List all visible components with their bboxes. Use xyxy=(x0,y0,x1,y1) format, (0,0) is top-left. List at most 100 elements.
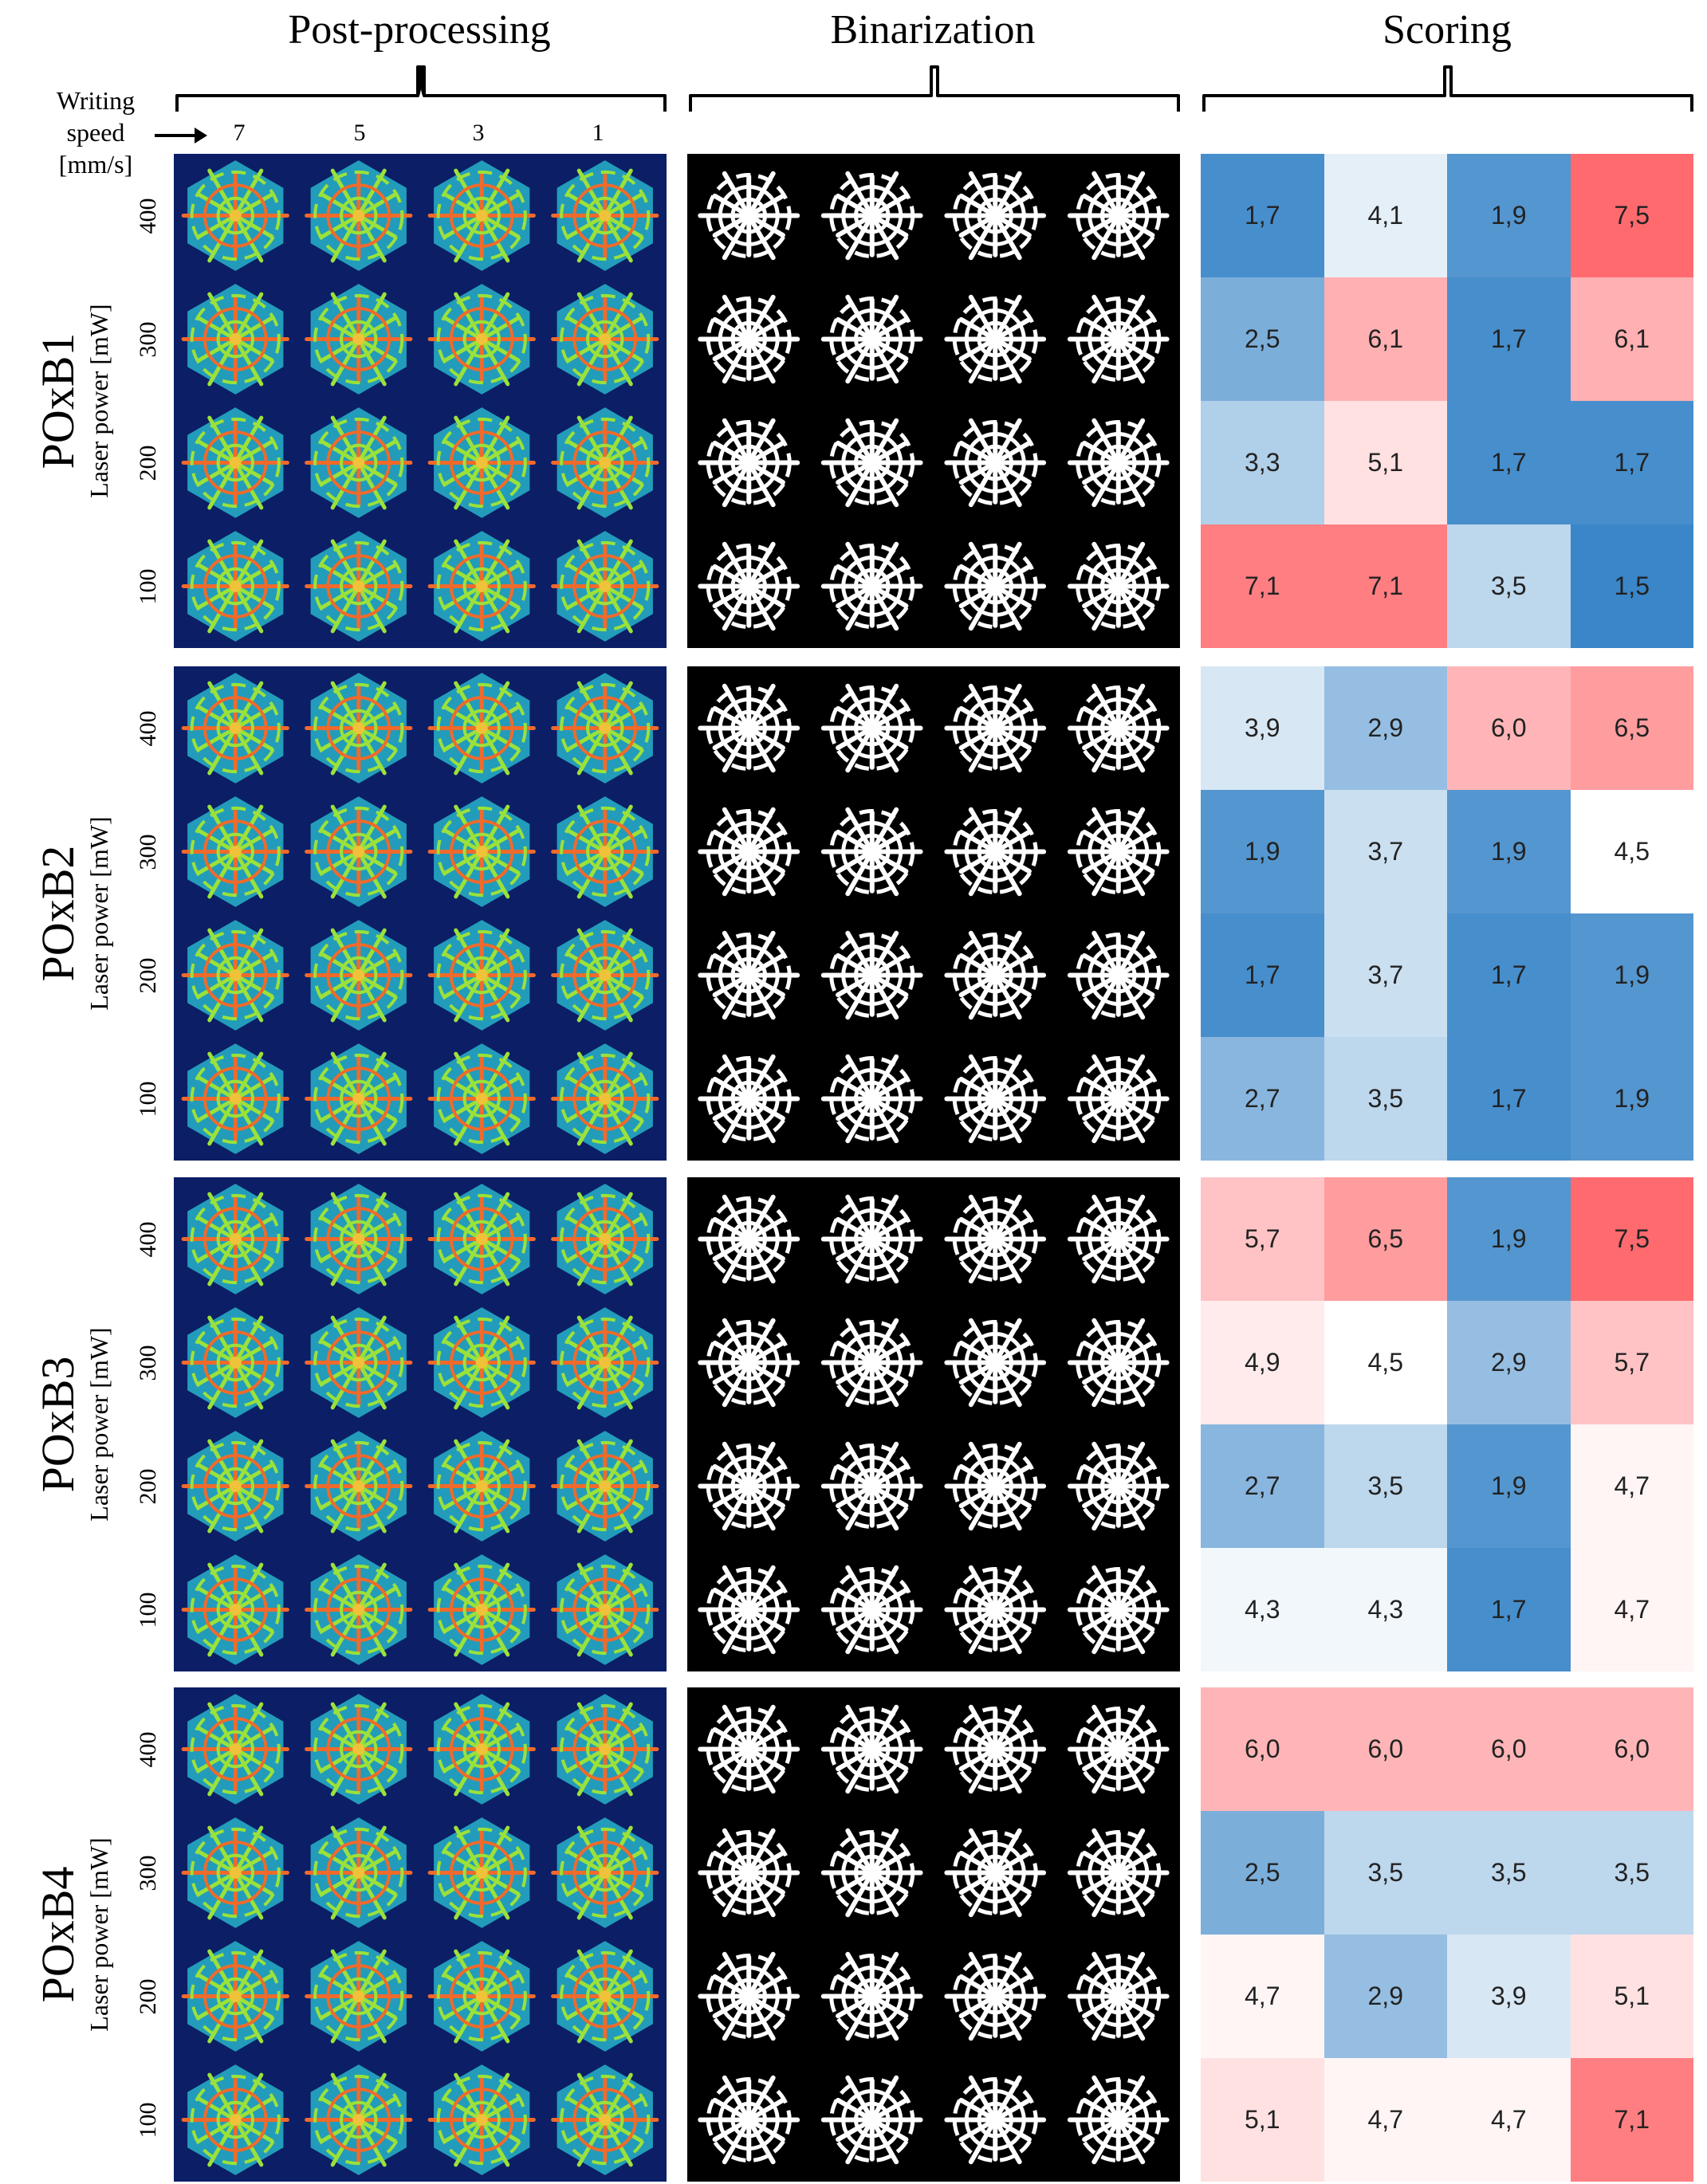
post-processing-panel-4 xyxy=(174,1687,667,2182)
score-cell: 6,0 xyxy=(1201,1687,1324,1811)
binarized-wheel xyxy=(1067,1565,1170,1655)
binarized-wheel xyxy=(698,683,800,773)
binarized-wheel xyxy=(1067,541,1170,631)
score-cell: 4,1 xyxy=(1324,154,1447,277)
post-wheel xyxy=(551,1694,659,1805)
score-cell: 2,5 xyxy=(1201,1811,1324,1935)
post-wheel xyxy=(551,1554,659,1665)
binarized-wheel xyxy=(698,1951,800,2041)
post-wheel xyxy=(551,796,659,907)
binarized-wheel xyxy=(698,1318,800,1408)
binarized-wheel xyxy=(820,1704,923,1794)
post-wheel xyxy=(305,160,413,271)
score-cell: 1,7 xyxy=(1447,1548,1571,1671)
score-cell: 1,9 xyxy=(1447,154,1571,277)
binarized-wheel xyxy=(1067,1054,1170,1144)
post-wheel xyxy=(305,1694,413,1805)
score-cell: 1,7 xyxy=(1570,401,1693,524)
binarized-wheel xyxy=(944,930,1047,1020)
post-processing-image-1 xyxy=(181,160,659,642)
header-binarization: Binarization xyxy=(830,7,1036,53)
speed-7: 7 xyxy=(233,120,246,146)
writing-speed-arrow xyxy=(155,128,207,143)
score-cell: 2,9 xyxy=(1324,1935,1447,2058)
header-scoring: Scoring xyxy=(1383,7,1512,53)
binarized-wheel xyxy=(944,807,1047,897)
score-cell: 3,7 xyxy=(1324,790,1447,913)
scoring-panel-2: 3,9 2,9 6,0 6,5 1,9 3,7 1,9 4,5 1,7 3,7 1,7 1,9 2,7 3… xyxy=(1201,666,1693,1161)
post-processing-image-2 xyxy=(181,673,659,1154)
post-wheel xyxy=(305,2064,413,2175)
power-tick-200: 200 xyxy=(135,445,161,481)
header-post-processing: Post-processing xyxy=(288,7,551,53)
score-cell: 4,3 xyxy=(1324,1548,1447,1671)
score-cell: 6,5 xyxy=(1570,666,1693,790)
score-cell: 4,7 xyxy=(1324,2058,1447,2182)
score-cell: 4,5 xyxy=(1324,1301,1447,1424)
score-cell: 6,1 xyxy=(1570,277,1693,401)
binarized-wheel xyxy=(1067,2075,1170,2165)
score-cell: 4,3 xyxy=(1201,1548,1324,1671)
score-cell: 1,9 xyxy=(1570,913,1693,1037)
score-cell: 3,5 xyxy=(1324,1811,1447,1935)
score-cell: 7,1 xyxy=(1570,2058,1693,2182)
score-cell: 1,9 xyxy=(1447,790,1571,913)
brace-post-processing xyxy=(175,65,667,112)
score-cell: 1,9 xyxy=(1570,1037,1693,1161)
score-cell: 2,7 xyxy=(1201,1037,1324,1161)
post-wheel xyxy=(551,160,659,271)
writing-speed-line1: Writing xyxy=(56,86,136,115)
post-wheel xyxy=(305,673,413,784)
binarized-wheel xyxy=(1067,930,1170,1020)
score-cell: 1,7 xyxy=(1447,1037,1571,1161)
score-cell: 1,5 xyxy=(1570,524,1693,648)
binarized-wheel xyxy=(698,1828,800,1918)
post-wheel xyxy=(181,1694,289,1805)
power-tick-200: 200 xyxy=(135,1978,161,2014)
binarized-wheel xyxy=(944,1565,1047,1655)
group-name-1: POxB1 xyxy=(32,332,84,469)
score-cell: 5,1 xyxy=(1324,401,1447,524)
post-wheel xyxy=(427,1817,536,1928)
binarization-panel-1 xyxy=(687,154,1180,648)
power-tick-300: 300 xyxy=(135,834,161,870)
brace-binarization xyxy=(689,65,1180,112)
binarized-wheel xyxy=(820,294,923,384)
binarized-wheel xyxy=(1067,683,1170,773)
post-wheel xyxy=(305,796,413,907)
binarized-wheel xyxy=(944,294,1047,384)
post-wheel xyxy=(305,531,413,642)
post-wheel xyxy=(551,2064,659,2175)
post-wheel xyxy=(305,1941,413,2052)
post-wheel xyxy=(181,407,289,518)
post-wheel xyxy=(305,1554,413,1665)
binarized-wheel xyxy=(820,1318,923,1408)
binarization-image-2 xyxy=(698,683,1170,1144)
post-wheel xyxy=(551,1307,659,1418)
post-wheel xyxy=(427,160,536,271)
writing-speed-label: Writing speed [mm/s] xyxy=(32,84,159,180)
post-wheel xyxy=(551,407,659,518)
score-cell: 1,7 xyxy=(1447,277,1571,401)
group-name-4: POxB4 xyxy=(32,1866,84,2003)
y-axis-label-2: Laser power [mW] xyxy=(85,816,113,1011)
brace-scoring xyxy=(1202,65,1693,112)
binarized-wheel xyxy=(698,807,800,897)
score-cell: 4,7 xyxy=(1201,1935,1324,2058)
post-wheel xyxy=(181,1817,289,1928)
binarization-panel-4 xyxy=(687,1687,1180,2182)
binarized-wheel xyxy=(944,1704,1047,1794)
score-cell: 3,9 xyxy=(1447,1935,1571,2058)
y-axis-label-4: Laser power [mW] xyxy=(85,1837,113,2032)
post-wheel xyxy=(551,1817,659,1928)
post-wheel xyxy=(427,2064,536,2175)
post-wheel xyxy=(181,531,289,642)
power-tick-200: 200 xyxy=(135,957,161,993)
scoring-panel-3: 5,7 6,5 1,9 7,5 4,9 4,5 2,9 5,7 2,7 3,5 1,9 4,7 4,3 4… xyxy=(1201,1177,1693,1671)
binarized-wheel xyxy=(698,1441,800,1531)
binarized-wheel xyxy=(820,683,923,773)
binarized-wheel xyxy=(1067,1951,1170,2041)
binarization-panel-3 xyxy=(687,1177,1180,1671)
binarized-wheel xyxy=(944,541,1047,631)
speed-5: 5 xyxy=(353,120,366,146)
